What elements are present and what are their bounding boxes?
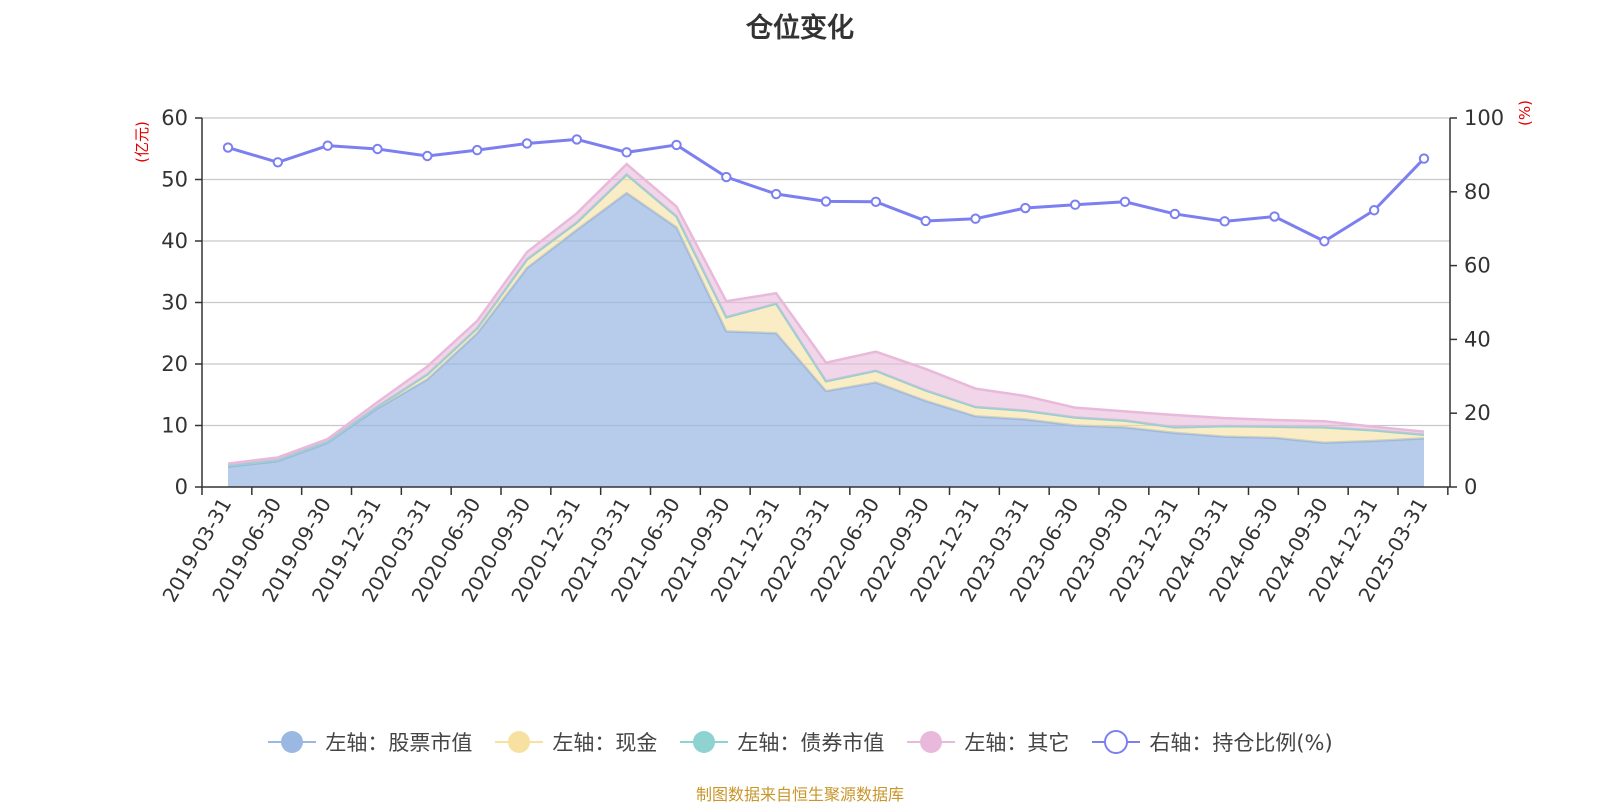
ratio-point [870, 196, 882, 207]
y-left-tick-label: 0 [175, 475, 188, 499]
ratio-point [671, 139, 682, 151]
ratio-point [521, 138, 533, 149]
ratio-point [1269, 211, 1280, 222]
y-right-tick-label: 80 [1464, 180, 1491, 204]
ratio-point [970, 213, 981, 224]
y-left-tick-label: 20 [161, 352, 188, 376]
ratio-line-series [222, 134, 1430, 247]
y-right-tick-label: 20 [1464, 401, 1491, 425]
legend-area-marker-icon [495, 731, 544, 753]
ratio-point [1020, 202, 1031, 214]
y-right-tick-label: 60 [1464, 254, 1491, 278]
legend-item[interactable]: 左轴：债券市值 [679, 727, 884, 757]
legend: 左轴：股票市值 左轴：现金 左轴：债券市值 左轴：其它 右轴：持仓比例(%) [0, 722, 1600, 762]
ratio-point [621, 147, 632, 158]
ratio-point [820, 196, 832, 207]
y-left-tick-label: 50 [161, 168, 188, 192]
ratio-point [571, 134, 583, 145]
ratio-line [227, 137, 1426, 243]
legend-item[interactable]: 右轴：持仓比例(%) [1091, 727, 1333, 757]
legend-item[interactable]: 左轴：股票市值 [267, 727, 472, 757]
ratio-point [322, 140, 333, 151]
area-1 [228, 193, 1424, 487]
legend-item[interactable]: 左轴：其它 [906, 727, 1069, 757]
legend-label: 左轴：现金 [552, 731, 658, 755]
legend-item[interactable]: 左轴：现金 [494, 727, 657, 757]
ratio-point [1368, 205, 1380, 216]
legend-label: 右轴：持仓比例(%) [1149, 731, 1333, 755]
y-right-tick-label: 40 [1464, 327, 1491, 351]
legend-area-marker-icon [907, 731, 956, 753]
y-left-unit-label: (亿元) [133, 121, 151, 163]
legend-line-marker-icon [1092, 730, 1141, 754]
y-right-unit-label: (%) [1516, 100, 1534, 126]
ratio-point [770, 188, 782, 200]
ratio-point [1418, 153, 1430, 164]
ratio-point [1069, 199, 1081, 210]
source-note: 制图数据来自恒生聚源数据库 [695, 785, 904, 804]
ratio-point [1319, 236, 1330, 247]
y-left-tick-label: 40 [161, 229, 188, 253]
ratio-point [372, 143, 383, 155]
ratio-point [272, 157, 284, 168]
ratio-point [1169, 208, 1181, 220]
area-2 [228, 174, 1424, 467]
y-right-tick-label: 0 [1464, 475, 1477, 499]
y-left-tick-label: 60 [161, 106, 188, 130]
axes [195, 117, 1457, 495]
axis-labels: 01020304050600204060801002019-03-312019-… [133, 100, 1534, 606]
ratio-point [222, 142, 234, 153]
legend-area-marker-icon [268, 731, 317, 753]
ratio-point [1119, 196, 1131, 207]
ratio-point [721, 171, 732, 183]
y-right-tick-label: 100 [1464, 106, 1504, 130]
legend-label: 左轴：债券市值 [737, 731, 885, 755]
legend-label: 左轴：其它 [964, 731, 1070, 755]
ratio-point [422, 150, 433, 162]
legend-area-marker-icon [680, 731, 729, 753]
area-edge-4 [227, 162, 1425, 465]
legend-label: 左轴：股票市值 [325, 731, 473, 755]
ratio-point [1219, 216, 1230, 227]
y-left-tick-label: 10 [161, 414, 188, 438]
chart-title: 仓位变化 [746, 13, 854, 44]
y-left-tick-label: 30 [161, 291, 188, 315]
area-series [227, 162, 1425, 487]
ratio-point [471, 144, 483, 156]
ratio-point [920, 215, 931, 227]
